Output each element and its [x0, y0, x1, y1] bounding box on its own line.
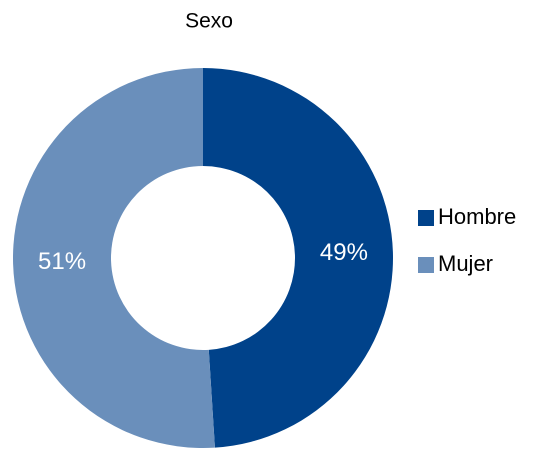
- legend-label: Mujer: [438, 251, 493, 276]
- data-label: 51%: [38, 248, 86, 275]
- legend-swatch: [418, 210, 434, 226]
- legend-swatch: [418, 257, 434, 273]
- donut-slice: [203, 68, 394, 448]
- donut-slice: [13, 68, 215, 448]
- data-label: 49%: [320, 239, 368, 266]
- legend-label: Hombre: [438, 204, 516, 229]
- chart-title: Sexo: [185, 10, 233, 33]
